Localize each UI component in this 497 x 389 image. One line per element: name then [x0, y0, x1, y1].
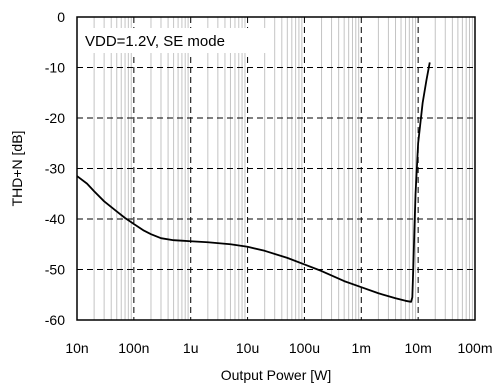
annotation-box [79, 28, 269, 53]
y-tick-label: -10 [45, 60, 65, 76]
y-tick-label: -50 [45, 262, 65, 278]
annotation-text: VDD=1.2V, SE mode [85, 33, 225, 50]
x-tick-label: 10m [405, 340, 432, 356]
x-tick-label: 100u [289, 340, 320, 356]
x-tick-label: 1m [352, 340, 371, 356]
y-tick-label: 0 [57, 9, 65, 25]
x-tick-label: 100n [118, 340, 149, 356]
x-axis-title: Output Power [W] [221, 367, 331, 383]
y-tick-label: -30 [45, 161, 65, 177]
x-tick-label: 100m [457, 340, 492, 356]
plot-frame [76, 16, 476, 321]
x-tick-label: 10n [65, 340, 88, 356]
x-tick-label: 1u [183, 340, 199, 356]
thd-series-line [76, 62, 431, 303]
plot-area [76, 62, 431, 303]
x-tick-label: 10u [236, 340, 259, 356]
y-tick-label: -60 [45, 312, 65, 328]
grid-lines [76, 16, 476, 321]
y-axis-title: THD+N [dB] [9, 131, 25, 207]
y-tick-label: -40 [45, 211, 65, 227]
y-tick-label: -20 [45, 110, 65, 126]
